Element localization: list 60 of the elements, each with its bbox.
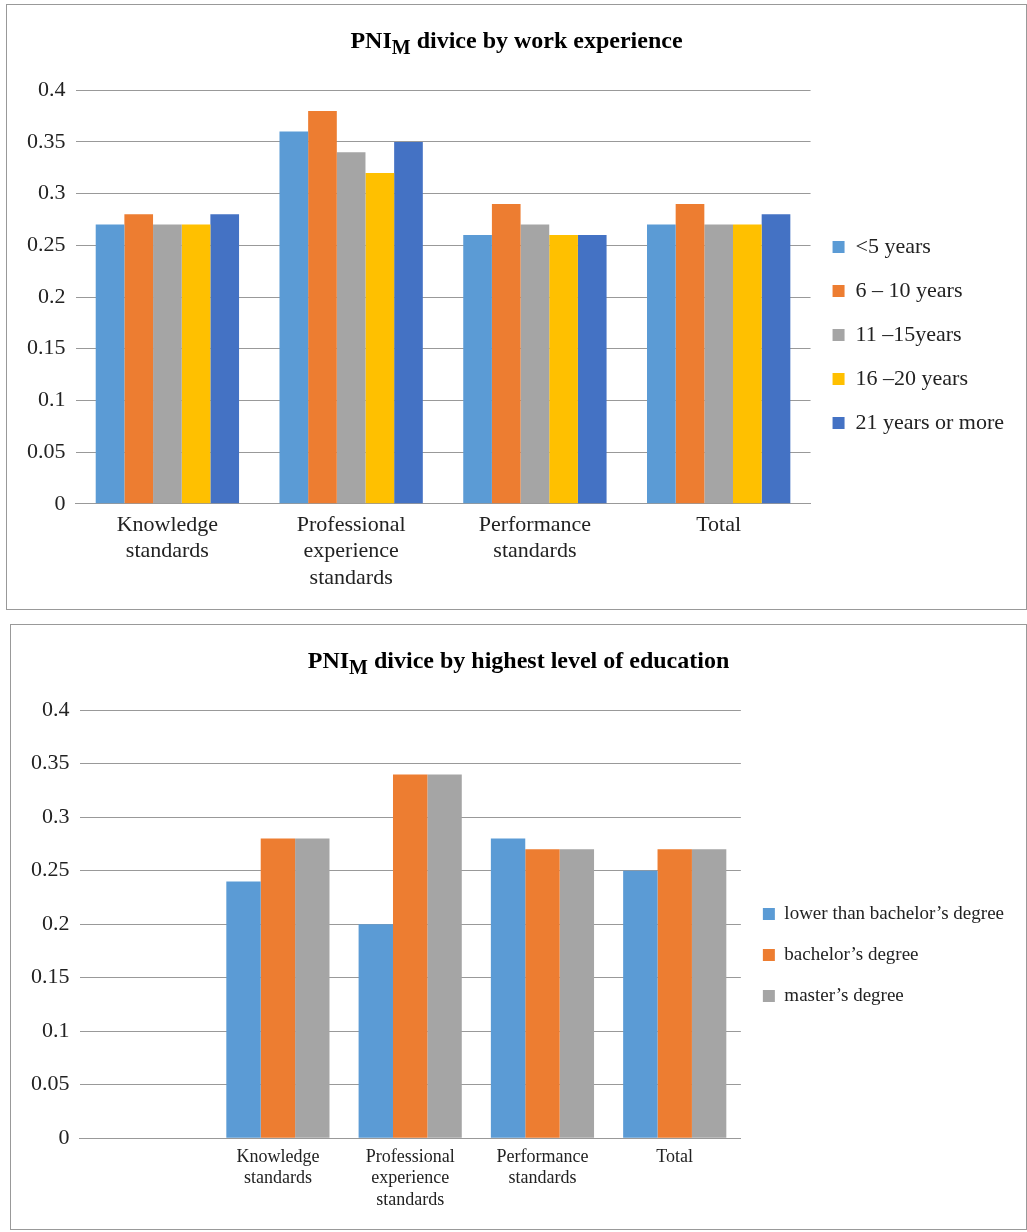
y-tick-label: 0.1 [38, 386, 66, 412]
bar [761, 214, 791, 504]
y-tick-label: 0.4 [38, 75, 66, 101]
y-tick-label: 0 [58, 1123, 70, 1149]
y-tick-label: 0.25 [27, 231, 66, 257]
bar [647, 224, 676, 504]
y-tick-label: 0.4 [42, 695, 70, 721]
legend-label: 6 – 10 years [855, 276, 963, 302]
y-tick-label: 0.05 [27, 437, 66, 463]
x-tick-label: Professional experience standards [365, 1145, 455, 1209]
x-tick-label: Knowledge standards [236, 1145, 320, 1188]
bar [525, 849, 560, 1138]
bar [491, 203, 521, 504]
bar [623, 870, 658, 1138]
bar [463, 234, 492, 504]
bar [308, 110, 337, 504]
legend-label: <5 years [855, 232, 931, 258]
x-tick-label: Total [656, 1145, 694, 1166]
bar [358, 924, 393, 1138]
chart-title: PNI$_{M}$ divice by work experience [349, 27, 684, 59]
legend-label: 16 –20 years [855, 364, 968, 390]
x-tick-label: Total [696, 510, 742, 536]
bar [577, 234, 607, 504]
y-tick-label: 0.2 [42, 909, 70, 935]
bar [733, 224, 762, 504]
bar [549, 234, 578, 504]
bar [675, 203, 705, 504]
bar [365, 172, 395, 504]
y-tick-label: 0.35 [31, 749, 70, 775]
y-tick-label: 0.3 [38, 179, 66, 205]
legend-label: 11 –15years [855, 320, 962, 346]
bar [279, 131, 309, 504]
bar [226, 881, 261, 1138]
y-tick-label: 0.15 [27, 334, 66, 360]
y-tick-label: 0.2 [38, 282, 66, 308]
bar [394, 141, 423, 504]
y-tick-label: 0 [54, 489, 66, 515]
y-tick-label: 0.3 [42, 802, 70, 828]
bar [124, 214, 154, 504]
y-tick-label: 0.15 [31, 963, 70, 989]
bar [95, 224, 125, 504]
bar [181, 224, 211, 504]
legend-label: 21 years or more [855, 408, 1005, 434]
y-tick-label: 0.1 [42, 1016, 70, 1042]
y-tick-label: 0.05 [31, 1070, 70, 1096]
legend-label: master’s degree [784, 983, 904, 1005]
bar [657, 849, 692, 1138]
x-tick-label: Performance standards [496, 1145, 589, 1188]
legend-label: bachelor’s degree [784, 942, 919, 964]
y-tick-label: 0.25 [31, 856, 70, 882]
y-tick-label: 0.35 [27, 127, 66, 153]
x-tick-label: Knowledge standards [116, 510, 219, 563]
bar [210, 214, 240, 504]
chart-title: PNI$_{M}$ divice by highest level of education [306, 647, 731, 679]
bar [260, 838, 296, 1138]
legend-label: lower than bachelor’s degree [784, 901, 1005, 923]
bar [490, 838, 526, 1138]
x-tick-label: Professional experience standards [296, 510, 406, 589]
x-tick-label: Performance standards [478, 510, 592, 563]
bar [392, 774, 428, 1138]
